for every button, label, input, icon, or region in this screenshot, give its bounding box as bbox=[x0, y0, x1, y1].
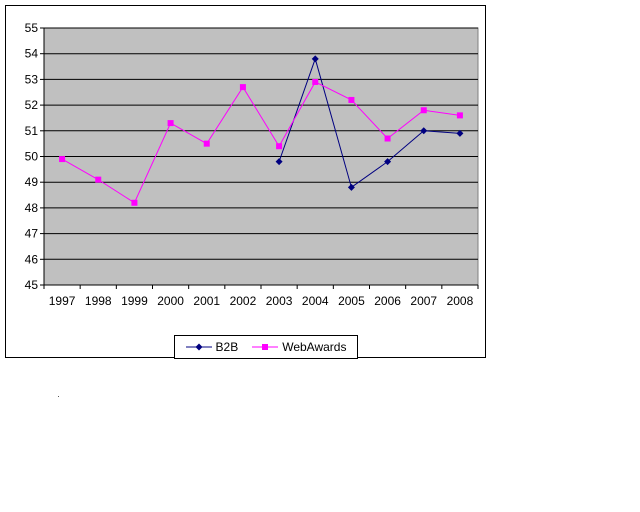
data-point-b2b bbox=[384, 158, 392, 166]
x-tick-label: 2006 bbox=[374, 294, 401, 308]
data-point-webawards bbox=[203, 140, 210, 147]
data-point-webawards bbox=[420, 107, 427, 114]
data-point-webawards bbox=[167, 120, 174, 127]
x-tick-label: 2005 bbox=[338, 294, 365, 308]
legend-entry-webawards: WebAwards bbox=[252, 340, 346, 354]
legend: B2B WebAwards bbox=[174, 335, 358, 359]
b2b-legend-swatch bbox=[185, 343, 212, 351]
data-point-webawards bbox=[456, 112, 463, 119]
data-point-webawards bbox=[312, 78, 319, 85]
stray-dot bbox=[58, 396, 59, 397]
chart-frame: 45 46 47 48 49 50 51 52 53 54 55 1997 1998 1999 2000 2… bbox=[5, 5, 486, 359]
y-tick-label: 55 bbox=[25, 21, 39, 35]
x-tick-label: 2003 bbox=[266, 294, 293, 308]
series-line-webawards bbox=[61, 81, 460, 204]
y-tick-label: 48 bbox=[25, 201, 39, 215]
y-tick-label: 46 bbox=[25, 252, 39, 266]
y-tick-label: 49 bbox=[25, 175, 39, 189]
x-tick-label: 1999 bbox=[121, 294, 148, 308]
y-tick-label: 52 bbox=[25, 98, 39, 112]
x-tick-label: 2007 bbox=[410, 294, 437, 308]
x-tick-label: 2008 bbox=[447, 294, 474, 308]
x-tick-label: 1997 bbox=[49, 294, 76, 308]
x-tick-label: 1998 bbox=[85, 294, 112, 308]
x-tick-label: 2000 bbox=[157, 294, 184, 308]
data-point-webawards bbox=[276, 143, 283, 150]
webawards-legend-swatch bbox=[252, 344, 279, 350]
series-line-b2b bbox=[278, 57, 460, 189]
line-chart: 45 46 47 48 49 50 51 52 53 54 55 1997 1998 1999 2000 2… bbox=[25, 21, 479, 308]
legend-label-webawards: WebAwards bbox=[282, 340, 347, 354]
y-tick-label: 50 bbox=[25, 150, 39, 164]
data-point-webawards bbox=[239, 84, 246, 91]
data-point-b2b bbox=[275, 158, 283, 166]
data-point-b2b bbox=[420, 127, 428, 135]
data-point-webawards bbox=[131, 199, 138, 206]
x-tick-label: 2001 bbox=[193, 294, 220, 308]
y-tick-label: 54 bbox=[25, 47, 39, 61]
data-point-webawards bbox=[384, 135, 391, 142]
data-point-webawards bbox=[348, 96, 355, 103]
y-tick-label: 53 bbox=[25, 72, 39, 86]
data-point-b2b bbox=[311, 55, 319, 63]
legend-label-b2b: B2B bbox=[215, 340, 239, 354]
x-tick-label: 2004 bbox=[302, 294, 329, 308]
data-point-b2b bbox=[456, 129, 464, 137]
data-point-webawards bbox=[59, 156, 66, 163]
x-tick-label: 2002 bbox=[230, 294, 257, 308]
data-point-b2b bbox=[347, 183, 355, 191]
y-tick-label: 47 bbox=[25, 227, 39, 241]
legend-entry-b2b: B2B bbox=[185, 340, 239, 354]
y-tick-label: 45 bbox=[25, 278, 39, 292]
data-point-webawards bbox=[95, 176, 102, 183]
y-tick-label: 51 bbox=[25, 124, 39, 138]
